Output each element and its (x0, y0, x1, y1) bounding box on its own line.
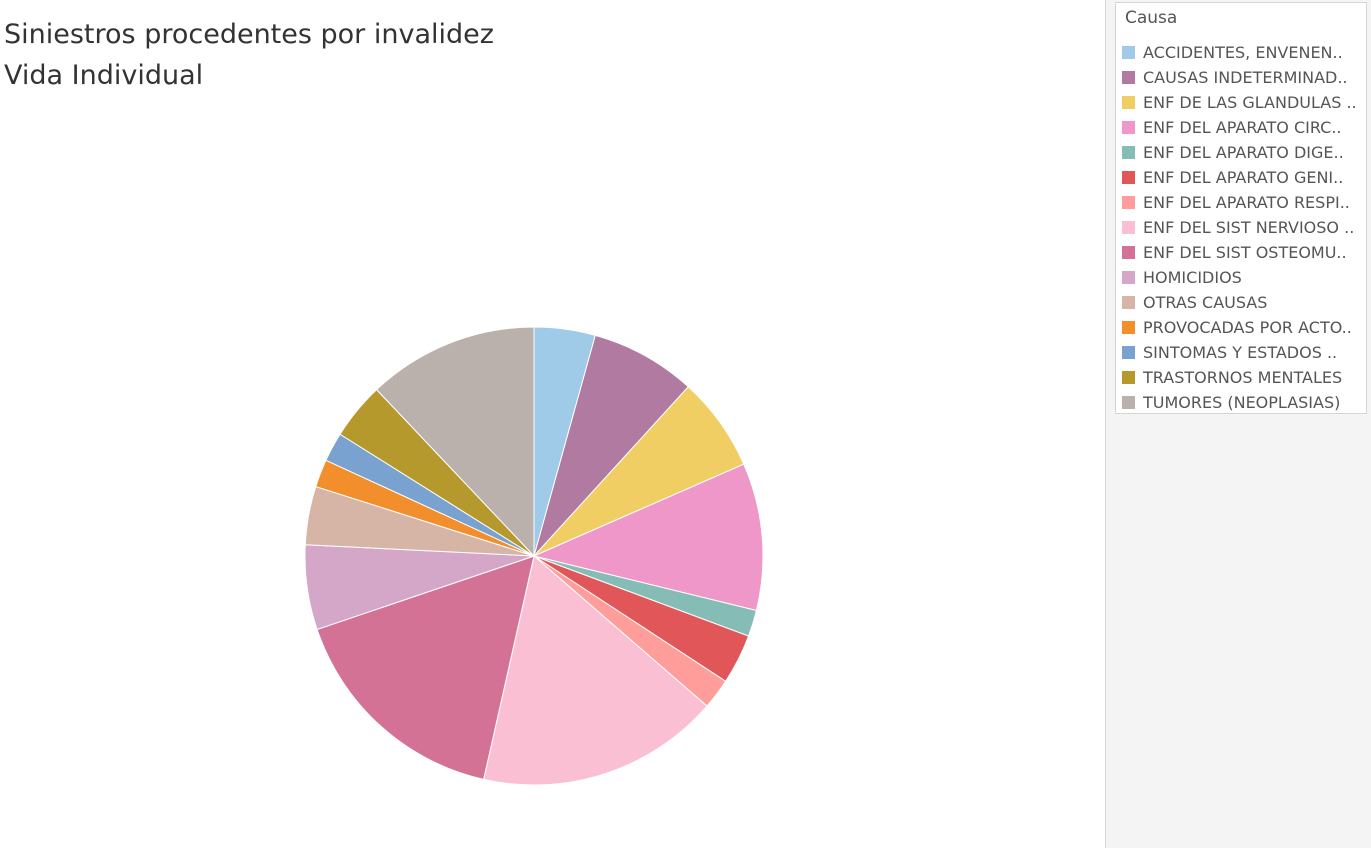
legend-item-3[interactable]: ENF DE LAS GLANDULAS .. (1116, 90, 1366, 115)
legend-label: ENF DE LAS GLANDULAS .. (1143, 93, 1357, 112)
legend-label: ENF DEL SIST NERVIOSO .. (1143, 218, 1355, 237)
legend-swatch (1122, 71, 1135, 84)
legend-swatch (1122, 371, 1135, 384)
legend-swatch (1122, 221, 1135, 234)
legend-swatch (1122, 121, 1135, 134)
legend-label: ACCIDENTES, ENVENEN.. (1143, 43, 1343, 62)
legend-item-12[interactable]: PROVOCADAS POR ACTO.. (1116, 315, 1366, 340)
legend-label: ENF DEL APARATO CIRC.. (1143, 118, 1342, 137)
legend-label: TUMORES (NEOPLASIAS) (1143, 393, 1341, 412)
pie-slice-9[interactable] (316, 555, 535, 780)
legend-item-14[interactable]: TRASTORNOS MENTALES (1116, 365, 1366, 390)
pie-slice-4[interactable] (532, 463, 764, 612)
legend-swatch (1122, 146, 1135, 159)
pie-slice-8[interactable] (483, 555, 708, 786)
legend-item-10[interactable]: HOMICIDIOS (1116, 265, 1366, 290)
legend-swatch (1122, 321, 1135, 334)
legend-item-9[interactable]: ENF DEL SIST OSTEOMU.. (1116, 240, 1366, 265)
legend-swatch (1122, 271, 1135, 284)
chart-title-line-1: Siniestros procedentes por invalidez (4, 19, 494, 50)
legend-label: ENF DEL APARATO RESPI.. (1143, 193, 1350, 212)
legend-title: Causa (1125, 8, 1178, 28)
legend-item-15[interactable]: TUMORES (NEOPLASIAS) (1116, 390, 1366, 415)
legend-item-6[interactable]: ENF DEL APARATO GENI.. (1116, 165, 1366, 190)
legend-item-1[interactable]: ACCIDENTES, ENVENEN.. (1116, 40, 1366, 65)
legend-swatch (1122, 346, 1135, 359)
legend-swatch (1122, 296, 1135, 309)
legend: Causa ACCIDENTES, ENVENEN.. CAUSAS INDETE… (1115, 2, 1367, 414)
legend-label: TRASTORNOS MENTALES (1143, 368, 1343, 387)
legend-item-13[interactable]: SINTOMAS Y ESTADOS .. (1116, 340, 1366, 365)
legend-item-5[interactable]: ENF DEL APARATO DIGE.. (1116, 140, 1366, 165)
legend-swatch (1122, 46, 1135, 59)
legend-swatch (1122, 96, 1135, 109)
legend-label: ENF DEL APARATO DIGE.. (1143, 143, 1344, 162)
legend-swatch (1122, 171, 1135, 184)
pie-slice-2[interactable] (533, 334, 689, 557)
legend-item-2[interactable]: CAUSAS INDETERMINAD.. (1116, 65, 1366, 90)
pie-chart (304, 326, 764, 786)
legend-label: OTRAS CAUSAS (1143, 293, 1268, 312)
legend-swatch (1122, 246, 1135, 259)
legend-label: CAUSAS INDETERMINAD.. (1143, 68, 1348, 87)
legend-label: ENF DEL SIST OSTEOMU.. (1143, 243, 1347, 262)
chart-title: Siniestros procedentes por invalidez Vid… (4, 14, 494, 96)
legend-list: ACCIDENTES, ENVENEN.. CAUSAS INDETERMINAD… (1116, 40, 1366, 415)
legend-item-4[interactable]: ENF DEL APARATO CIRC.. (1116, 115, 1366, 140)
legend-item-11[interactable]: OTRAS CAUSAS (1116, 290, 1366, 315)
pie-slice-15[interactable] (375, 326, 535, 558)
legend-label: PROVOCADAS POR ACTO.. (1143, 318, 1352, 337)
legend-swatch (1122, 196, 1135, 209)
legend-item-7[interactable]: ENF DEL APARATO RESPI.. (1116, 190, 1366, 215)
legend-label: ENF DEL APARATO GENI.. (1143, 168, 1344, 187)
legend-item-8[interactable]: ENF DEL SIST NERVIOSO .. (1116, 215, 1366, 240)
legend-label: HOMICIDIOS (1143, 268, 1242, 287)
legend-label: SINTOMAS Y ESTADOS .. (1143, 343, 1338, 362)
chart-title-line-2: Vida Individual (4, 60, 204, 91)
side-panel: Causa ACCIDENTES, ENVENEN.. CAUSAS INDETE… (1105, 0, 1371, 848)
legend-swatch (1122, 396, 1135, 409)
